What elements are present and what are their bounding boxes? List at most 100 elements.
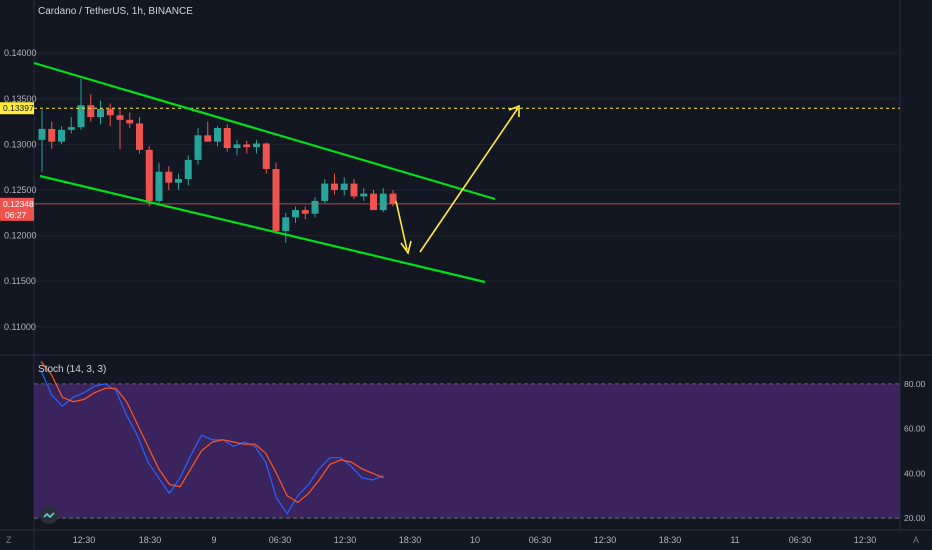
candle-body — [106, 108, 114, 116]
time-tick-label: 06:30 — [269, 535, 292, 545]
candle — [311, 197, 319, 218]
time-tick-label: 12:30 — [73, 535, 96, 545]
candle-body — [331, 183, 338, 190]
candle-body — [67, 127, 75, 130]
price-level-label: 0.13397 — [3, 103, 34, 113]
candle — [301, 206, 309, 220]
up-arrow-head — [508, 104, 520, 117]
candle-body — [116, 115, 124, 120]
candle-body — [223, 128, 231, 149]
tradingview-logo-icon — [40, 506, 58, 524]
candle-body — [214, 128, 221, 142]
candle — [116, 107, 124, 149]
candle — [292, 206, 299, 223]
down-arrow-head — [400, 240, 412, 255]
price-tick-label: 0.12500 — [4, 185, 37, 195]
candle — [243, 140, 251, 154]
candle — [184, 155, 192, 186]
up-arrow-line — [419, 107, 519, 253]
candle-body — [340, 183, 348, 190]
candle-body — [321, 183, 329, 201]
candle — [272, 162, 280, 234]
candle-body — [87, 105, 95, 118]
price-tick-label: 0.11000 — [4, 322, 36, 332]
candle-body — [145, 149, 153, 201]
stoch-indicator-title: Stoch (14, 3, 3) — [38, 364, 107, 375]
stoch-band — [34, 383, 900, 519]
candle — [233, 139, 241, 156]
candle — [155, 162, 163, 205]
candle — [253, 139, 260, 154]
candle-body — [175, 179, 182, 183]
candle-body — [282, 217, 290, 232]
price-tick-label: 0.13000 — [4, 139, 37, 149]
price-tick-label: 0.11500 — [4, 276, 36, 286]
candle — [67, 117, 75, 134]
candle-body — [389, 193, 397, 204]
candle — [165, 166, 173, 190]
auto-scale-button[interactable]: A — [913, 535, 920, 545]
candle — [350, 179, 358, 200]
candle — [106, 103, 114, 127]
candle — [379, 188, 387, 212]
stoch-d-line — [40, 361, 384, 504]
time-tick-label: 06:30 — [529, 535, 552, 545]
time-tick-label: 11 — [730, 535, 739, 545]
candle-body — [350, 183, 358, 197]
candle-body — [292, 210, 299, 218]
candle-body — [253, 143, 260, 148]
candle-body — [272, 169, 280, 232]
time-tick-label: 12:30 — [854, 535, 877, 545]
candle — [204, 121, 212, 142]
candle — [194, 128, 202, 165]
candle-body — [370, 193, 377, 211]
candle-body — [233, 144, 241, 149]
time-tick-label: 10 — [470, 535, 480, 545]
candle-body — [311, 200, 319, 214]
down-arrow-line — [395, 200, 408, 251]
candle-body — [38, 128, 46, 140]
time-tick-label: 18:30 — [659, 535, 682, 545]
time-tick-label: 9 — [211, 535, 216, 545]
candle-body — [262, 143, 270, 170]
price-level-tag — [0, 102, 34, 115]
candle-body — [58, 129, 65, 142]
candle — [282, 212, 290, 243]
stoch-tick-label: 60.00 — [904, 424, 926, 434]
candle — [214, 126, 221, 147]
candle-body — [155, 171, 163, 201]
candle — [38, 109, 46, 172]
time-tick-label: 12:30 — [594, 535, 617, 545]
current-price-label: 0.12348 — [3, 199, 34, 209]
candle-body — [379, 193, 387, 211]
candle — [360, 188, 368, 201]
candle-body — [165, 171, 173, 183]
countdown-label: 06:27 — [5, 210, 27, 220]
price-tick-label: 0.14000 — [4, 48, 37, 58]
stoch-k-line — [40, 370, 384, 515]
candle — [223, 124, 231, 152]
candle — [321, 179, 329, 203]
current-price-tag — [0, 197, 34, 221]
stoch-tick-label: 40.00 — [904, 468, 926, 478]
candle — [97, 100, 104, 125]
candle-body — [184, 159, 192, 180]
channel-lower-line — [39, 174, 486, 284]
candle-body — [194, 135, 202, 160]
time-tick-label: 18:30 — [399, 535, 422, 545]
candle — [126, 112, 134, 128]
price-tick-label: 0.13500 — [4, 94, 37, 104]
candle — [136, 117, 143, 154]
timezone-button[interactable]: Z — [6, 535, 12, 545]
candle — [175, 173, 182, 190]
candle-body — [48, 128, 56, 142]
candle-body — [97, 108, 104, 118]
price-tick-label: 0.12000 — [4, 231, 37, 241]
time-tick-label: 06:30 — [789, 535, 812, 545]
candle-body — [77, 105, 85, 128]
candle-body — [204, 135, 212, 142]
candle — [331, 173, 338, 195]
channel-upper-line — [33, 61, 496, 201]
candle — [145, 146, 153, 207]
